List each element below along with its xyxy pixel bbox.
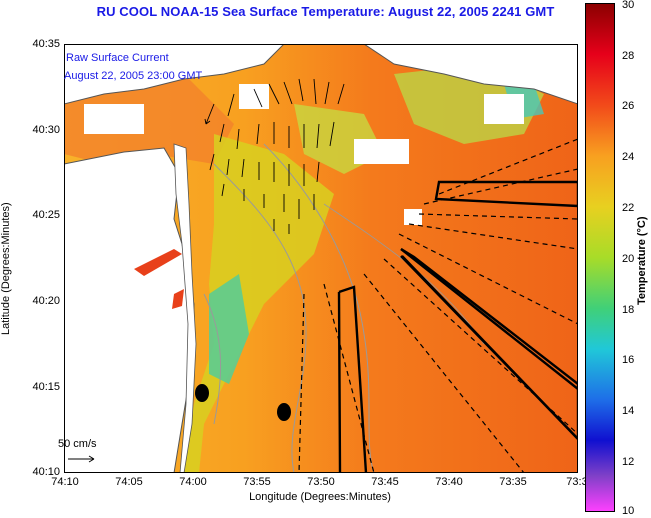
- map-title: RU COOL NOAA-15 Sea Surface Temperature:…: [96, 4, 555, 19]
- y-axis-title: Latitude (Degrees:Minutes): [0, 202, 12, 335]
- legend-line-2: August 22, 2005 23:00 GMT: [64, 70, 203, 82]
- x-tick-label: 73:3: [566, 476, 588, 488]
- colorbar: [585, 3, 615, 512]
- cloud-gap: [404, 209, 422, 225]
- x-tick-label: 73:35: [499, 476, 527, 488]
- y-tick-label: 40:30: [32, 124, 60, 136]
- scale-arrow-head: [88, 455, 95, 463]
- cloud-gap: [239, 84, 269, 109]
- bathymetry-contour: [263, 143, 375, 473]
- bay-inlet: [172, 289, 184, 309]
- colorbar-tick: 22: [622, 202, 635, 214]
- cold-upwelling-patch: [209, 274, 249, 384]
- land-long-island: [363, 44, 578, 105]
- x-axis-title: Longitude (Degrees:Minutes): [249, 491, 391, 503]
- y-tick-label: 40:35: [32, 38, 60, 50]
- cool-coastal-band: [184, 134, 334, 473]
- colorbar-tick: 18: [622, 304, 635, 316]
- x-tick-label: 73:50: [307, 476, 335, 488]
- x-tick-label: 73:55: [243, 476, 271, 488]
- station-marker: [277, 403, 291, 421]
- y-tick-label: 40:10: [32, 466, 60, 478]
- bay-inlet: [134, 249, 182, 276]
- barrier-spit: [173, 143, 197, 473]
- colorbar-tick: 20: [622, 253, 635, 265]
- x-tick-label: 73:45: [371, 476, 399, 488]
- land-new-jersey: [64, 147, 195, 473]
- legend-line-1: Raw Surface Current: [66, 52, 169, 64]
- cloud-gap: [84, 104, 144, 134]
- study-boxes: [337, 180, 578, 473]
- surface-current-vectors: [204, 78, 345, 234]
- sst-map: [64, 44, 578, 473]
- station-marker: [195, 384, 209, 402]
- cloud-gap: [484, 94, 524, 124]
- cloud-gap: [354, 139, 409, 164]
- colorbar-tick: 16: [622, 354, 635, 366]
- colorbar-tick: 12: [622, 456, 635, 468]
- y-tick-label: 40:20: [32, 295, 60, 307]
- y-tick-label: 40:25: [32, 209, 60, 221]
- land-north: [64, 44, 285, 105]
- x-tick-label: 73:40: [435, 476, 463, 488]
- scale-label: 50 cm/s: [58, 438, 97, 450]
- x-tick-label: 74:10: [51, 476, 79, 488]
- x-tick-label: 74:05: [115, 476, 143, 488]
- colorbar-tick: 28: [622, 50, 635, 62]
- colorbar-tick: 30: [622, 0, 635, 11]
- warm-patch-nw: [64, 74, 234, 164]
- colorbar-tick: 10: [622, 505, 635, 517]
- bathymetry-contour: [203, 293, 222, 425]
- colorbar-tick: 24: [622, 151, 635, 163]
- colorbar-tick: 14: [622, 405, 635, 417]
- y-tick-label: 40:15: [32, 381, 60, 393]
- x-tick-label: 74:00: [179, 476, 207, 488]
- colorbar-tick: 26: [622, 100, 635, 112]
- colorbar-title: Temperature (°C): [636, 216, 648, 305]
